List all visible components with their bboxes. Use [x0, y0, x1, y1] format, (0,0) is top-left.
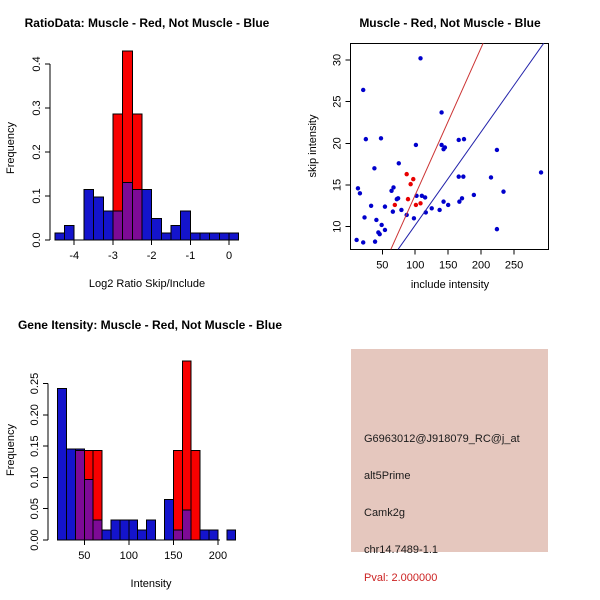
svg-text:0.2: 0.2 [31, 144, 43, 159]
gene-info-box: G6963012@J918079_RC@j_at alt5Prime Camk2… [351, 349, 548, 584]
gene-name-text: Camk2g [364, 507, 405, 519]
svg-text:10: 10 [332, 221, 344, 233]
svg-text:0.3: 0.3 [31, 100, 43, 115]
intensity-scatter-panel: Muscle - Red, Not Muscle - Blue include … [300, 0, 600, 300]
gene-intensity-histogram-plot-area: 50 100 150 200 0.00 0.05 0.10 0.15 0.20 0.25 [29, 360, 237, 562]
svg-text:-3: -3 [108, 250, 118, 262]
ratio-histogram-ylabel: Frequency [5, 122, 17, 174]
pval-text: Pval: 2.000000 [364, 572, 438, 584]
gene-intensity-histogram-ylabel: Frequency [5, 424, 17, 476]
ratio-histogram-chart: RatioData: Muscle - Red, Not Muscle - Bl… [5, 16, 270, 290]
svg-text:50: 50 [78, 550, 90, 562]
svg-text:0.10: 0.10 [29, 467, 41, 488]
svg-text:0.15: 0.15 [29, 435, 41, 456]
svg-text:0.4: 0.4 [31, 56, 43, 71]
svg-text:20: 20 [332, 137, 344, 149]
intensity-scatter-xlabel: include intensity [411, 279, 490, 291]
gene-intensity-histogram-title: Gene Itensity: Muscle - Red, Not Muscle … [18, 318, 282, 332]
svg-text:100: 100 [406, 259, 424, 271]
svg-text:0.0: 0.0 [31, 232, 43, 247]
ratio-histogram-title: RatioData: Muscle - Red, Not Muscle - Bl… [25, 16, 270, 30]
intensity-scatter-plot-area: 50 100 150 200 250 10 15 20 25 30 [332, 42, 549, 271]
svg-text:200: 200 [472, 259, 490, 271]
svg-text:150: 150 [439, 259, 457, 271]
svg-text:0: 0 [226, 250, 232, 262]
ratio-histogram-plot-area: -4 -3 -2 -1 0 0.0 0.1 0.2 0.3 0.4 [31, 50, 240, 262]
gene-info-panel: G6963012@J918079_RC@j_at alt5Prime Camk2… [300, 300, 600, 600]
ratio-histogram-xlabel: Log2 Ratio Skip/Include [89, 278, 205, 290]
svg-text:0.20: 0.20 [29, 404, 41, 425]
ratio-histogram-panel: RatioData: Muscle - Red, Not Muscle - Bl… [0, 0, 300, 300]
svg-text:0.25: 0.25 [29, 373, 41, 394]
svg-text:-1: -1 [185, 250, 195, 262]
splice-type-text: alt5Prime [364, 470, 411, 482]
gene-intensity-histogram-chart: Gene Itensity: Muscle - Red, Not Muscle … [5, 318, 282, 590]
svg-text:0.05: 0.05 [29, 498, 41, 519]
svg-text:100: 100 [120, 550, 138, 562]
intensity-scatter-title: Muscle - Red, Not Muscle - Blue [359, 16, 541, 30]
svg-text:250: 250 [505, 259, 523, 271]
svg-text:0.1: 0.1 [31, 188, 43, 203]
location-text: chr14.7489-1.1 [364, 544, 438, 556]
svg-text:200: 200 [209, 550, 227, 562]
svg-text:50: 50 [376, 259, 388, 271]
svg-text:15: 15 [332, 179, 344, 191]
svg-text:-2: -2 [147, 250, 157, 262]
gene-intensity-histogram-panel: Gene Itensity: Muscle - Red, Not Muscle … [0, 300, 300, 600]
gene-intensity-histogram-xlabel: Intensity [131, 578, 172, 590]
svg-text:-4: -4 [69, 250, 79, 262]
svg-text:0.00: 0.00 [29, 529, 41, 550]
probe-id-text: G6963012@J918079_RC@j_at [364, 433, 520, 445]
intensity-scatter-ylabel: skip intensity [307, 114, 319, 177]
intensity-scatter-chart: Muscle - Red, Not Muscle - Blue include … [307, 16, 549, 291]
svg-text:30: 30 [332, 54, 344, 66]
svg-text:25: 25 [332, 96, 344, 108]
svg-text:150: 150 [164, 550, 182, 562]
